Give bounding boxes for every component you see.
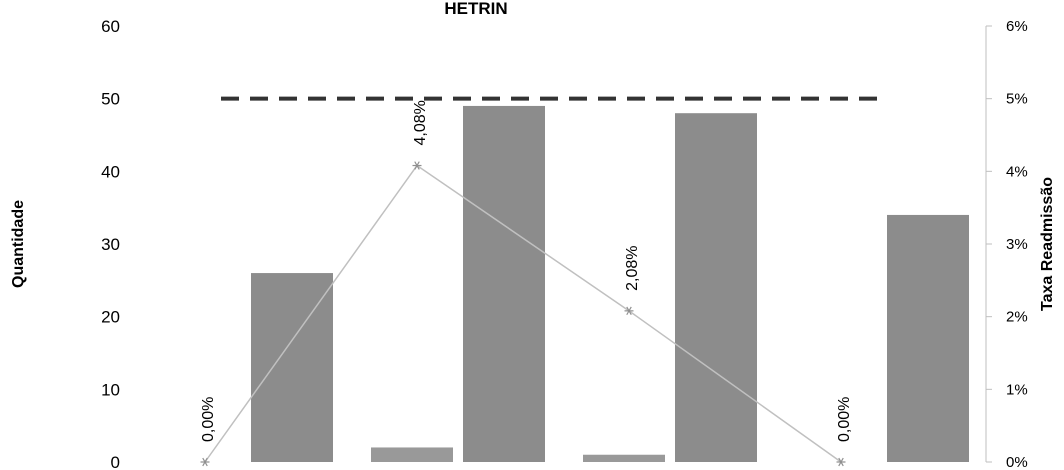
y-axis-ticks: 0 10 20 30 40 50 60: [101, 17, 120, 470]
y-tick-label: 20: [101, 308, 120, 327]
y-tick-label: 10: [101, 380, 120, 399]
y2-tick-label: 0%: [1006, 454, 1028, 470]
bar-series-2: [463, 105, 545, 462]
bar-series-1: [583, 454, 665, 462]
y2-tick-label: 1%: [1006, 381, 1028, 398]
rate-data-label: 2,08%: [624, 245, 641, 290]
y-tick-label: 30: [101, 235, 120, 254]
y-tick-label: 50: [101, 90, 120, 109]
rate-data-label: 0,00%: [836, 397, 853, 442]
y2-tick-label: 6%: [1006, 18, 1028, 35]
bar-series-2: [675, 113, 757, 462]
bar-series-1: [371, 447, 453, 462]
rate-marker: [412, 161, 422, 170]
y-tick-label: 40: [101, 162, 120, 181]
rate-data-label: 0,00%: [200, 397, 217, 442]
y2-tick-label: 4%: [1006, 163, 1028, 180]
rate-marker: [836, 457, 846, 467]
y-tick-label: 60: [101, 17, 120, 36]
chart-title: HETRIN: [444, 0, 507, 18]
data-labels: 0,00% 4,08% 2,08% 0,00%: [200, 100, 853, 442]
y2-tick-label: 5%: [1006, 91, 1028, 108]
bar-series-2: [251, 273, 333, 462]
rate-line: [204, 164, 842, 463]
rate-marker: [200, 457, 210, 467]
bar-series-2: [887, 214, 969, 462]
y2-tick-label: 2%: [1006, 309, 1028, 326]
y-tick-label: 0: [111, 453, 120, 470]
rate-data-label: 4,08%: [412, 100, 429, 145]
y2-axis-title: Taxa Readmissão: [1039, 177, 1056, 311]
lines: [200, 96, 879, 467]
bars: [251, 105, 969, 462]
rate-marker: [624, 306, 634, 316]
y-axis-title: Quantidade: [10, 200, 27, 288]
y2-axis-ticks: 0% 1% 2% 3% 4% 5% 6%: [985, 18, 1028, 470]
y2-tick-label: 3%: [1006, 236, 1028, 253]
